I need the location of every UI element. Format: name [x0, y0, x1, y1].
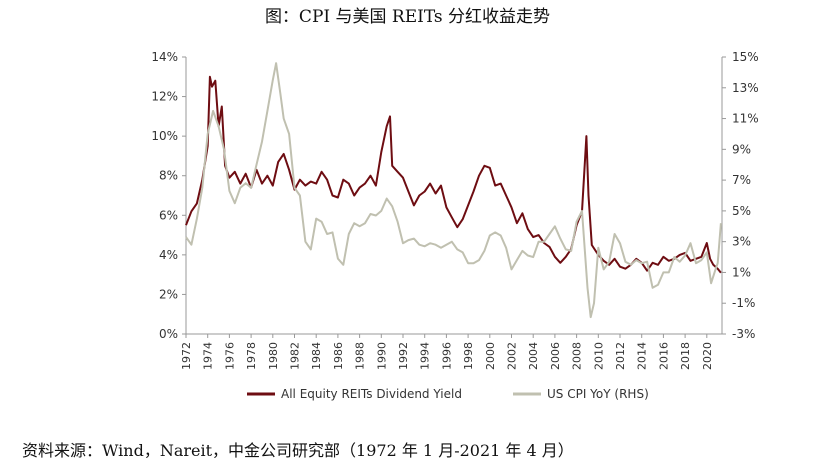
- x-tick-label: 2002: [506, 342, 519, 370]
- source-note: 资料来源：Wind，Nareit，中金公司研究部（1972 年 1 月-2021…: [22, 441, 574, 460]
- legend-label-reit-yield: All Equity REITs Dividend Yield: [281, 387, 462, 401]
- series-line-cpi-yoy: [185, 62, 722, 319]
- x-tick-label: 2006: [549, 342, 562, 370]
- right-y-tick-label: 11%: [732, 112, 759, 126]
- x-tick-label: 1972: [180, 342, 193, 370]
- left-y-tick-label: 10%: [151, 129, 178, 143]
- x-tick-label: 1980: [267, 342, 280, 370]
- x-tick-label: 1976: [223, 342, 236, 370]
- x-tick-label: 2004: [527, 342, 540, 370]
- left-y-tick-label: 14%: [151, 50, 178, 64]
- chart-title: 图：CPI 与美国 REITs 分红收益走势: [264, 7, 551, 27]
- x-tick-label: 1998: [462, 342, 475, 370]
- left-y-tick-label: 12%: [151, 90, 178, 104]
- x-tick-label: 1982: [289, 342, 302, 370]
- left-y-tick-label: 2%: [159, 287, 178, 301]
- legend-label-cpi-yoy: US CPI YoY (RHS): [547, 387, 649, 401]
- left-y-tick-label: 8%: [159, 169, 178, 183]
- x-tick-label: 2008: [571, 342, 584, 370]
- right-y-tick-label: -3%: [732, 327, 755, 341]
- x-tick-label: 1988: [354, 342, 367, 370]
- x-tick-label: 2014: [636, 342, 649, 370]
- right-y-tick-label: 3%: [732, 235, 751, 249]
- x-tick-label: 1984: [310, 342, 323, 370]
- x-tick-label: 1974: [202, 342, 215, 370]
- left-y-tick-label: 4%: [159, 248, 178, 262]
- x-tick-label: 2016: [657, 342, 670, 370]
- x-tick-label: 1978: [245, 342, 258, 370]
- x-tick-label: 2000: [484, 342, 497, 370]
- left-y-tick-label: 0%: [159, 327, 178, 341]
- left-y-tick-label: 6%: [159, 208, 178, 222]
- right-y-tick-label: 5%: [732, 204, 751, 218]
- x-tick-label: 2018: [679, 342, 692, 370]
- x-tick-label: 1996: [440, 342, 453, 370]
- x-tick-label: 2020: [701, 342, 714, 370]
- right-y-tick-label: 1%: [732, 265, 751, 279]
- right-y-tick-label: -1%: [732, 296, 755, 310]
- x-tick-label: 1986: [332, 342, 345, 370]
- right-y-tick-label: 15%: [732, 50, 759, 64]
- x-tick-label: 1992: [397, 342, 410, 370]
- x-tick-label: 1994: [419, 342, 432, 370]
- x-tick-label: 1990: [375, 342, 388, 370]
- right-y-tick-label: 13%: [732, 81, 759, 95]
- x-tick-label: 2012: [614, 342, 627, 370]
- x-tick-label: 2010: [592, 342, 605, 370]
- right-y-tick-label: 7%: [732, 173, 751, 187]
- right-y-tick-label: 9%: [732, 142, 751, 156]
